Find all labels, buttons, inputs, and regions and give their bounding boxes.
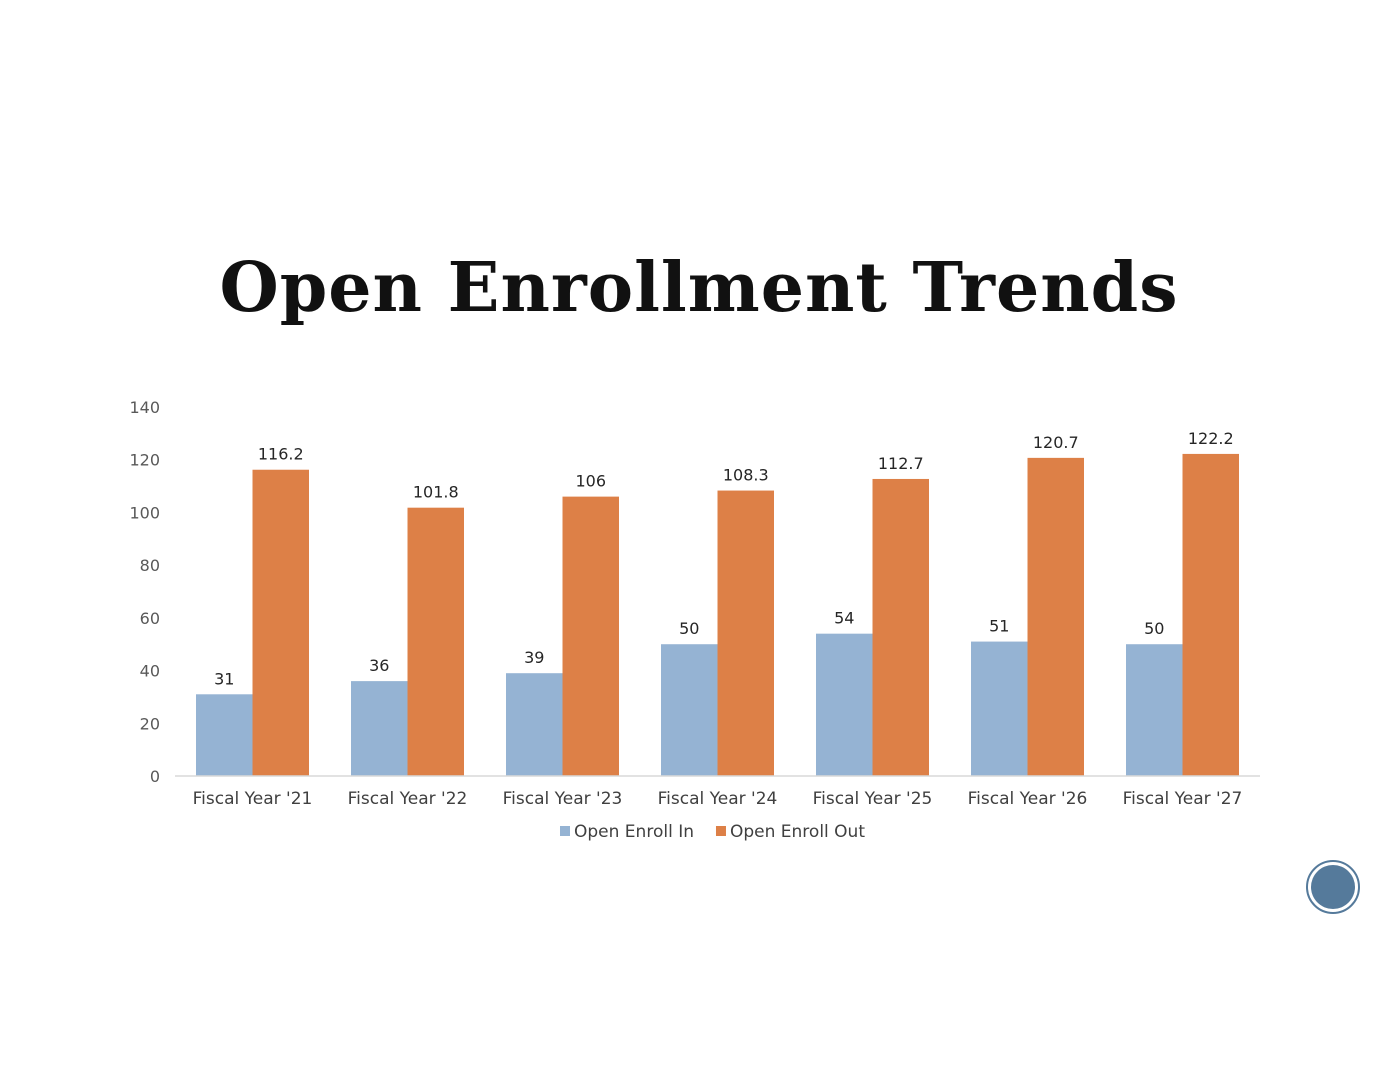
bar xyxy=(872,478,929,776)
y-tick-label: 120 xyxy=(129,451,160,470)
y-tick-label: 40 xyxy=(140,662,160,681)
data-label: 116.2 xyxy=(258,445,304,464)
data-label: 31 xyxy=(214,669,234,688)
x-tick-label: Fiscal Year '24 xyxy=(658,789,778,809)
legend-swatch xyxy=(560,826,570,836)
bar xyxy=(1027,457,1084,776)
data-label: 106 xyxy=(575,472,606,491)
y-tick-label: 100 xyxy=(129,503,160,522)
legend-label: Open Enroll Out xyxy=(730,822,865,842)
data-label: 101.8 xyxy=(413,483,459,502)
x-axis: Fiscal Year '21 Fiscal Year '22 Fiscal Yea… xyxy=(193,789,1243,809)
circle-badge-icon xyxy=(1306,860,1360,914)
bar xyxy=(717,490,774,776)
x-tick-label: Fiscal Year '27 xyxy=(1123,789,1243,809)
data-label: 36 xyxy=(369,656,389,675)
bar xyxy=(506,673,563,776)
data-label: 112.7 xyxy=(878,454,924,473)
bar xyxy=(816,633,873,776)
y-tick-label: 80 xyxy=(140,556,160,575)
x-tick-label: Fiscal Year '21 xyxy=(193,789,313,809)
y-tick-label: 140 xyxy=(129,398,160,417)
x-tick-label: Fiscal Year '22 xyxy=(348,789,468,809)
x-tick-label: Fiscal Year '23 xyxy=(503,789,623,809)
data-label: 108.3 xyxy=(723,466,769,485)
data-label: 54 xyxy=(834,609,854,628)
bar xyxy=(971,641,1028,776)
bar xyxy=(1126,644,1183,776)
legend: Open Enroll In Open Enroll Out xyxy=(560,822,865,842)
y-axis: 0 20 40 60 80 100 120 140 xyxy=(129,398,160,786)
data-label: 50 xyxy=(679,619,699,638)
y-tick-label: 0 xyxy=(150,767,160,786)
bar xyxy=(351,681,408,776)
x-tick-label: Fiscal Year '25 xyxy=(813,789,933,809)
bar xyxy=(407,507,464,776)
bar xyxy=(661,644,718,776)
data-label: 50 xyxy=(1144,619,1164,638)
data-label: 39 xyxy=(524,648,544,667)
bar xyxy=(1182,453,1239,776)
data-label: 122.2 xyxy=(1188,429,1234,448)
y-tick-label: 20 xyxy=(140,714,160,733)
x-tick-label: Fiscal Year '26 xyxy=(968,789,1088,809)
bar xyxy=(252,469,309,776)
legend-swatch xyxy=(715,826,726,836)
legend-label: Open Enroll In xyxy=(574,822,694,842)
data-label: 51 xyxy=(989,617,1009,636)
bar xyxy=(196,694,253,776)
bar xyxy=(562,496,619,776)
bars: 31 116.2 36 101.8 39 106 50 108.3 54 112.7 51 120.7… xyxy=(196,429,1239,776)
data-label: 120.7 xyxy=(1033,433,1079,452)
y-tick-label: 60 xyxy=(140,609,160,628)
chart-title: Open Enrollment Trends xyxy=(219,248,1179,328)
